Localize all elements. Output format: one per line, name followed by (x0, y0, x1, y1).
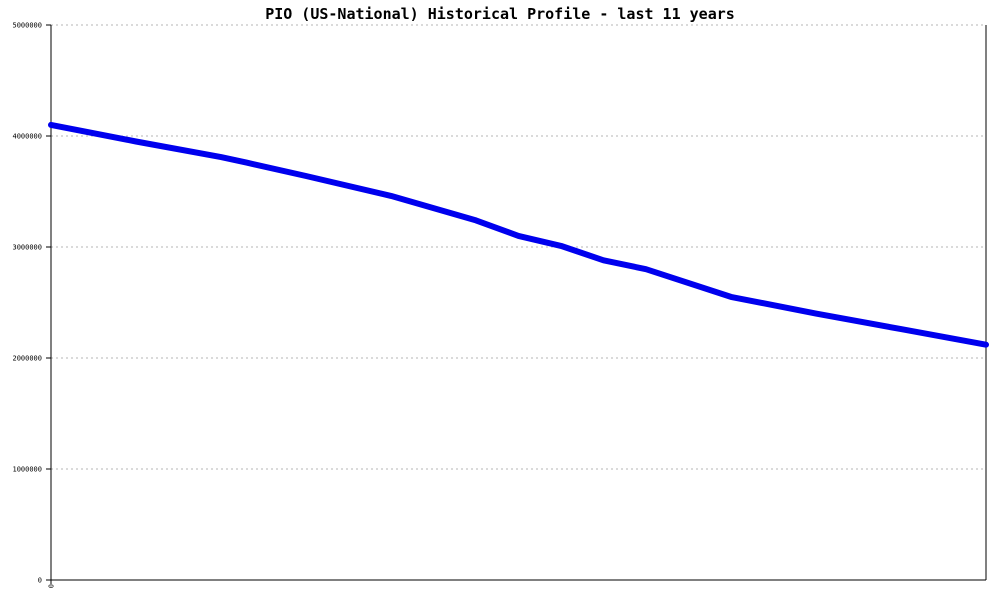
x-axis-ticks: 0 (48, 580, 56, 588)
y-tick-label: 3000000 (12, 244, 42, 252)
y-axis-ticks: 0 1000000 2000000 3000000 4000000 5000000 (12, 22, 51, 585)
series-line (48, 121, 989, 348)
grid (51, 24, 986, 470)
chart-title: PIO (US-National) Historical Profile - l… (265, 5, 735, 23)
y-tick-label: 2000000 (12, 355, 42, 363)
series (48, 121, 989, 348)
y-tick-label: 0 (38, 577, 42, 585)
axes (50, 25, 987, 581)
y-tick-label: 4000000 (12, 133, 42, 141)
y-tick-label: 1000000 (12, 466, 42, 474)
y-tick-label: 5000000 (12, 22, 42, 30)
x-tick-label: 0 (48, 584, 56, 588)
